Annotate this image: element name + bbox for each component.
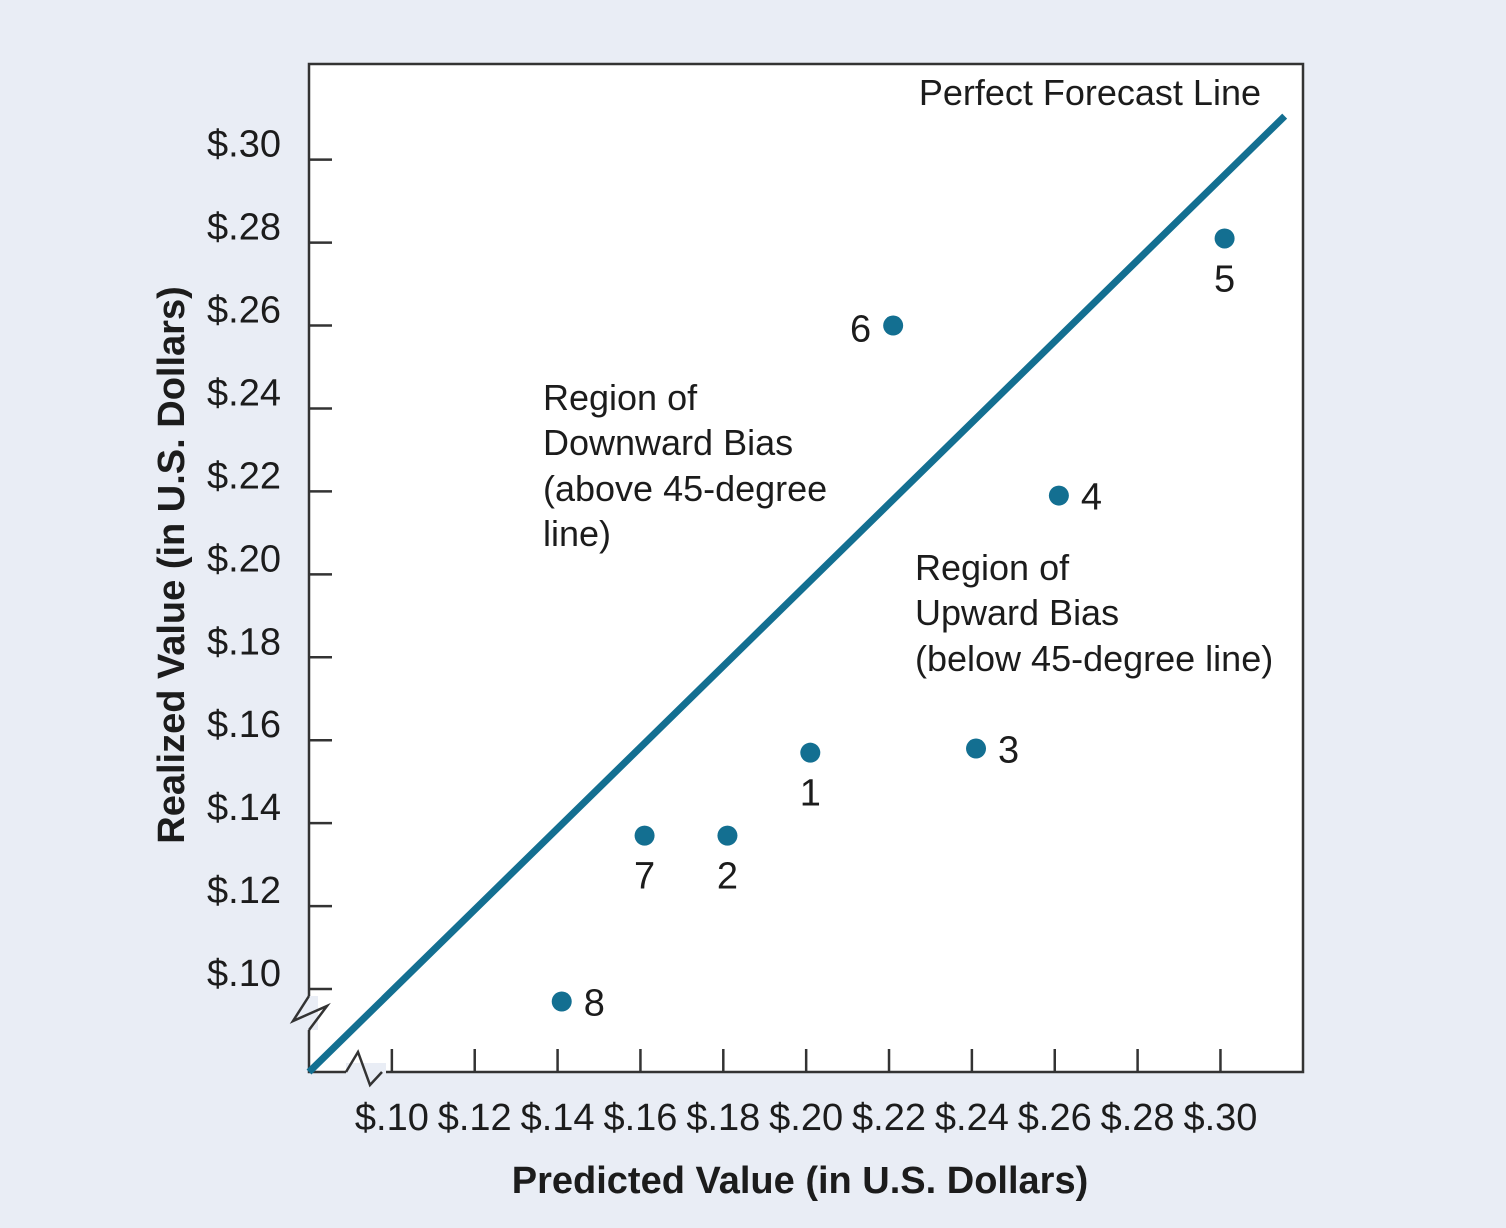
data-points: 1 2 3 4 5 6 7 8	[551, 228, 1235, 1025]
y-tick-label: $.28	[207, 207, 281, 249]
data-point-1	[800, 742, 821, 763]
x-tick-label: $.18	[686, 1097, 760, 1139]
x-tick-label: $.24	[935, 1097, 1009, 1139]
x-tick-label: $.14	[521, 1097, 595, 1139]
perfect-forecast-line-label: Perfect Forecast Line	[919, 72, 1261, 113]
x-tick-label: $.12	[438, 1097, 512, 1139]
y-tick-label: $.22	[207, 455, 281, 497]
x-axis-ticks: $.10 $.12 $.14 $.16 $.18 $.20 $.22 $.24 $.26 $.28…	[355, 1049, 1257, 1139]
x-tick-label: $.20	[769, 1097, 843, 1139]
data-point-5	[1214, 228, 1235, 249]
y-tick-label: $.20	[207, 538, 281, 580]
x-tick-label: $.26	[1018, 1097, 1092, 1139]
data-point-2	[717, 825, 738, 846]
data-point-8	[551, 991, 572, 1012]
y-tick-label: $.12	[207, 870, 281, 912]
x-tick-label: $.28	[1101, 1097, 1175, 1139]
annotation-upward-bias: Region of Upward Bias (below 45-degree l…	[915, 547, 1273, 679]
y-tick-label: $.10	[207, 953, 281, 995]
x-tick-label: $.22	[852, 1097, 926, 1139]
y-tick-label: $.26	[207, 290, 281, 332]
x-axis-break	[344, 1049, 386, 1088]
plot-area	[307, 62, 1305, 1074]
data-point-7	[634, 825, 655, 846]
data-point-label-1: 1	[800, 773, 821, 815]
data-point-label-4: 4	[1081, 477, 1102, 519]
data-point-label-7: 7	[634, 856, 655, 898]
data-point-3	[966, 738, 987, 759]
data-point-label-3: 3	[998, 730, 1019, 772]
data-point-label-6: 6	[850, 309, 871, 351]
y-axis-ticks: $.10 $.12 $.14 $.16 $.18 $.20 $.22 $.24 $.26 $.28…	[207, 124, 332, 995]
data-point-label-8: 8	[584, 983, 605, 1025]
y-tick-label: $.14	[207, 787, 281, 829]
y-tick-label: $.24	[207, 372, 281, 414]
x-axis-title: Predicted Value (in U.S. Dollars)	[512, 1160, 1089, 1202]
y-tick-label: $.18	[207, 621, 281, 663]
y-tick-label: $.16	[207, 704, 281, 746]
x-tick-label: $.10	[355, 1097, 429, 1139]
annotation-downward-bias: Region of Downward Bias (above 45-degree…	[543, 377, 837, 554]
perfect-forecast-line	[306, 113, 1288, 1075]
data-point-label-2: 2	[717, 856, 738, 898]
x-tick-label: $.30	[1183, 1097, 1257, 1139]
data-point-6	[883, 315, 904, 336]
y-tick-label: $.30	[207, 124, 281, 166]
data-point-label-5: 5	[1214, 258, 1235, 300]
x-tick-label: $.16	[603, 1097, 677, 1139]
data-point-4	[1048, 485, 1069, 506]
y-axis-title: Realized Value (in U.S. Dollars)	[151, 286, 193, 844]
y-axis-break	[289, 995, 331, 1031]
